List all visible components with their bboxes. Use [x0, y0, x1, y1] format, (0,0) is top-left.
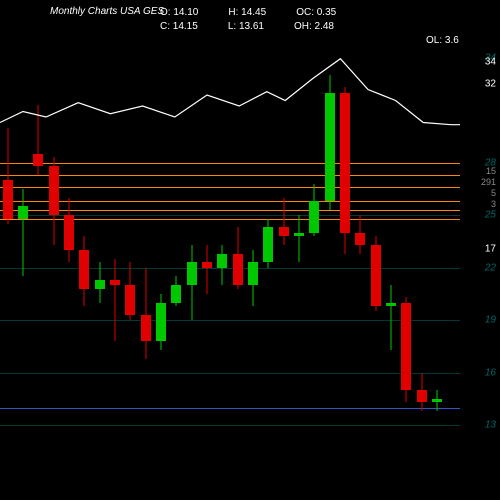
candle [125, 40, 135, 460]
candle [309, 40, 319, 460]
candle [355, 40, 365, 460]
overlay-tick-label: 17 [485, 244, 496, 255]
candle [64, 40, 74, 460]
y-tick-label: 16 [485, 367, 496, 378]
orange-tick-label: 291 [481, 177, 496, 187]
candle [294, 40, 304, 460]
candle [248, 40, 258, 460]
candle [3, 40, 13, 460]
y-tick-label: 19 [485, 315, 496, 326]
candle [171, 40, 181, 460]
y-tick-label: 22 [485, 262, 496, 273]
candle [233, 40, 243, 460]
orange-tick-label: 5 [491, 188, 496, 198]
candle [110, 40, 120, 460]
candle [141, 40, 151, 460]
candle [432, 40, 442, 460]
candle [18, 40, 28, 460]
candle [79, 40, 89, 460]
candle [49, 40, 59, 460]
candle [417, 40, 427, 460]
orange-tick-label: 3 [491, 199, 496, 209]
candle [263, 40, 273, 460]
candle [371, 40, 381, 460]
candle [187, 40, 197, 460]
chart-area [0, 40, 460, 460]
y-tick-label: 25 [485, 210, 496, 221]
orange-tick-label: 15 [486, 166, 496, 176]
candle [33, 40, 43, 460]
overlay-tick-label: 32 [485, 79, 496, 90]
candle [202, 40, 212, 460]
y-tick-label: 13 [485, 420, 496, 431]
y-axis: 131619222528343432171529153 [460, 40, 500, 460]
candle [401, 40, 411, 460]
candle [340, 40, 350, 460]
candle [95, 40, 105, 460]
overlay-tick-label: 34 [485, 57, 496, 68]
candle [325, 40, 335, 460]
candle [217, 40, 227, 460]
chart-title: Monthly Charts USA GES [50, 6, 164, 17]
candle [279, 40, 289, 460]
candle [386, 40, 396, 460]
candle [156, 40, 166, 460]
